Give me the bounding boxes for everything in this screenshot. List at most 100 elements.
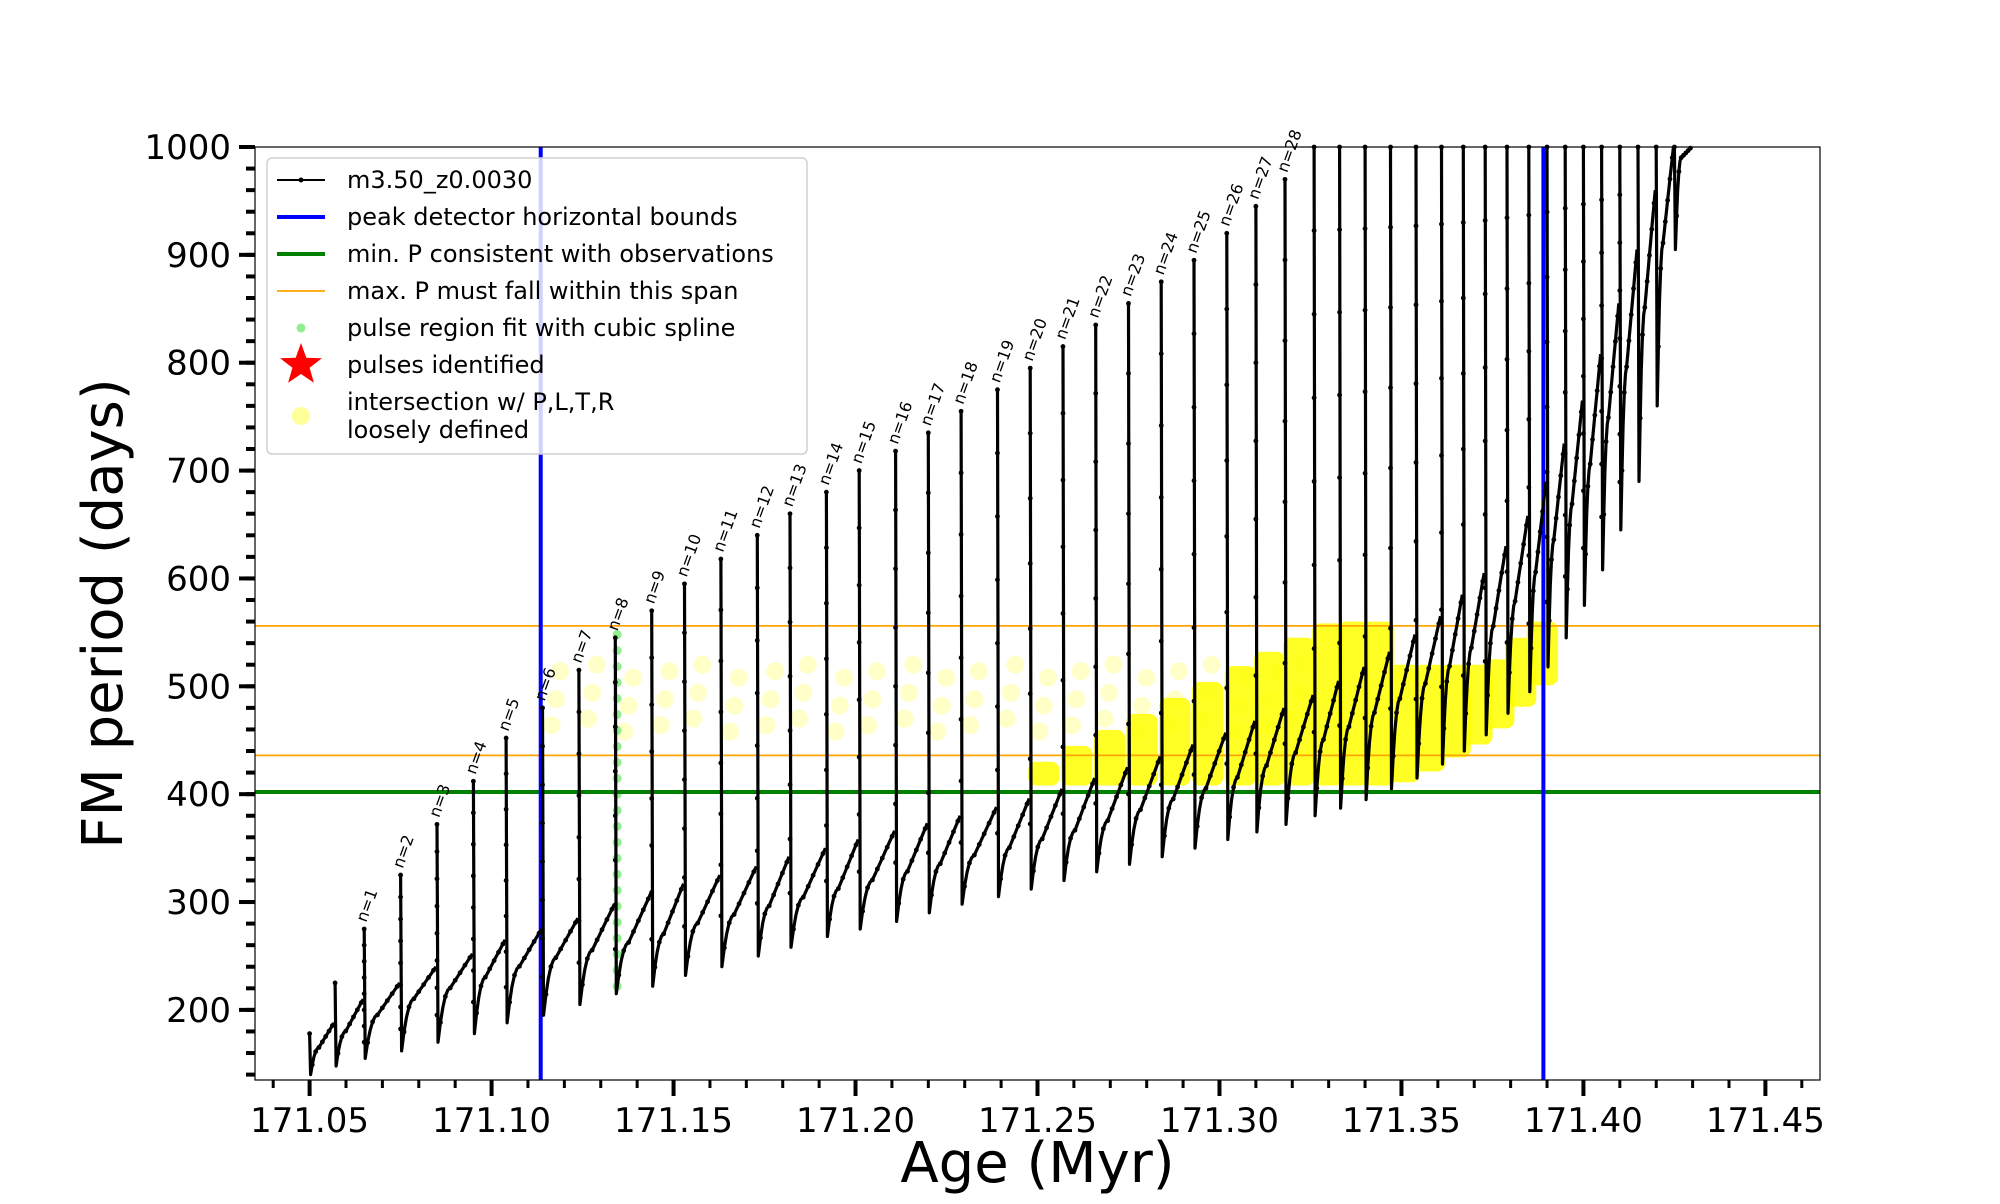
track-marker (1488, 640, 1493, 646)
track-marker (1640, 332, 1645, 338)
spike-marker (1460, 522, 1466, 527)
spike-marker (925, 670, 931, 676)
spike-marker (1093, 459, 1099, 465)
spike-marker (1311, 562, 1317, 568)
track-marker (1558, 473, 1564, 479)
spike-marker (1544, 469, 1550, 475)
track-marker (531, 939, 537, 944)
spike-marker (470, 905, 476, 910)
track-marker (1011, 834, 1017, 840)
spike-marker (1482, 365, 1488, 370)
pulse-cycle-line (1483, 146, 1508, 737)
track-marker (937, 861, 943, 867)
spike-marker (995, 830, 1000, 836)
spike-marker (1460, 597, 1466, 603)
legend-handle-dot (292, 407, 310, 425)
spike-marker (540, 859, 545, 864)
pulse-cycle-line (1363, 146, 1392, 802)
spike-marker (1060, 544, 1066, 550)
spike-marker (1311, 729, 1317, 735)
spike-marker (1126, 511, 1131, 517)
track-marker (1485, 692, 1490, 698)
track-marker (1133, 816, 1139, 821)
spike-marker (540, 974, 545, 980)
loose-intersection-point (619, 696, 638, 715)
x-tick-label: 171.05 (250, 1101, 369, 1141)
spike-marker (649, 889, 655, 895)
track-marker (1304, 711, 1310, 717)
spike-marker (1362, 634, 1368, 639)
track-marker (718, 556, 724, 562)
spike-marker (612, 679, 618, 685)
track-marker (1407, 653, 1413, 659)
track-marker (1090, 781, 1095, 787)
spike-marker (361, 975, 367, 980)
loose-intersection-point (830, 696, 849, 715)
loose-intersection-point (1100, 683, 1119, 702)
spike-marker (824, 600, 829, 606)
spike-marker (398, 1004, 403, 1010)
track-marker (1175, 784, 1181, 790)
track-marker (1020, 812, 1026, 818)
track-marker (870, 877, 875, 883)
pulse-number-label: n=23 (1116, 251, 1149, 299)
loose-intersection-point (725, 696, 744, 715)
x-tick-label: 171.35 (1342, 1101, 1461, 1141)
spike-marker (1158, 566, 1164, 572)
track-marker (347, 1021, 353, 1027)
track-marker (431, 967, 436, 973)
loose-intersection-point (1137, 668, 1156, 687)
pulse-number-label: n=3 (425, 782, 454, 820)
spike-marker (1060, 811, 1066, 817)
spike-marker (1311, 646, 1317, 651)
track-marker (507, 999, 512, 1005)
track-marker (1048, 814, 1054, 820)
pulse-cycle-line (1545, 146, 1566, 669)
dense-intersection-block (1093, 729, 1126, 786)
legend-entry-label: peak detector horizontal bounds (347, 203, 738, 231)
y-tick-label: 1000 (144, 128, 231, 168)
track-marker (1626, 338, 1632, 344)
spike-marker (1617, 336, 1623, 341)
track-marker (991, 810, 997, 815)
spike-marker (1544, 404, 1550, 410)
track-marker (791, 926, 796, 932)
spike-marker (1439, 453, 1444, 458)
spike-marker (1460, 295, 1466, 301)
track-marker (775, 881, 781, 887)
loose-intersection-point (1104, 655, 1123, 674)
track-marker (526, 947, 532, 953)
track-marker (1637, 415, 1643, 421)
track-marker (1444, 679, 1450, 684)
track-marker (1343, 737, 1349, 742)
track-marker (780, 870, 785, 876)
track-marker (831, 893, 837, 899)
track-marker (1339, 776, 1345, 781)
spike-marker (787, 728, 793, 733)
track-marker (1057, 791, 1063, 797)
track-marker (946, 840, 952, 845)
y-tick-label: 900 (166, 236, 231, 276)
spike-marker (856, 869, 862, 875)
spike-marker (787, 673, 793, 679)
spike-marker (649, 936, 655, 942)
track-marker (447, 985, 453, 991)
spike-marker (1482, 585, 1488, 591)
loose-intersection-point (660, 662, 679, 681)
spike-marker (361, 991, 367, 997)
track-marker (1076, 816, 1082, 822)
track-marker (731, 912, 737, 917)
track-marker (1447, 663, 1452, 669)
track-marker (754, 532, 760, 538)
pulse-cycle-line (1461, 146, 1486, 753)
pulse-cycle-line (1581, 146, 1603, 608)
track-marker (1469, 645, 1474, 651)
pulse-number-label: n=9 (640, 568, 669, 606)
y-tick-label: 300 (166, 883, 231, 923)
spike-marker (893, 625, 898, 630)
spike-marker (434, 876, 440, 882)
spike-marker (1253, 673, 1259, 678)
x-tick-label: 171.20 (796, 1101, 915, 1141)
